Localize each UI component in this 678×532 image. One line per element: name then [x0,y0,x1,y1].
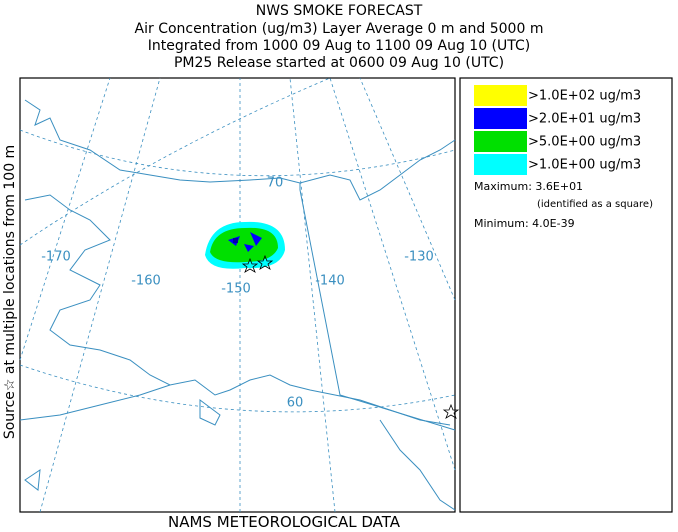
maximum: Maximum: 3.6E+01 [474,180,583,193]
map: -170 -160 -150 -140 -130 70 60 [19,77,460,513]
graticule-label: -140 [315,274,345,289]
legend-label: >2.0E+01 ug/m3 [528,112,641,127]
legend-label: >1.0E+00 ug/m3 [528,158,641,173]
title: NWS SMOKE FORECAST [256,3,423,19]
graticule-label: -160 [131,274,161,289]
graticule-label: -150 [221,282,251,297]
legend-swatch [474,131,527,152]
graticule-label: 70 [267,176,284,191]
maximum-note: (identified as a square) [537,199,653,210]
legend-swatch [474,108,527,129]
legend-label: >5.0E+00 ug/m3 [528,135,641,150]
minimum: Minimum: 4.0E-39 [474,217,575,230]
legend: Maximum: 3.6E+01 (identified as a square… [459,77,673,513]
graticule-label: 60 [287,396,304,411]
graticule-label: -130 [404,250,434,265]
graticule-label: -170 [41,250,71,265]
legend-swatch [474,85,527,106]
footer: NAMS METEOROLOGICAL DATA [168,513,401,531]
subtitle: Integrated from 1000 09 Aug to 1100 09 A… [148,38,531,54]
legend-label: >1.0E+02 ug/m3 [528,89,641,104]
legend-swatch [474,154,527,175]
side-label: Source☆ at multiple locations from 100 m [2,145,18,439]
subtitle: PM25 Release started at 0600 09 Aug 10 (… [174,55,504,71]
subtitle: Air Concentration (ug/m3) Layer Average … [135,21,544,37]
